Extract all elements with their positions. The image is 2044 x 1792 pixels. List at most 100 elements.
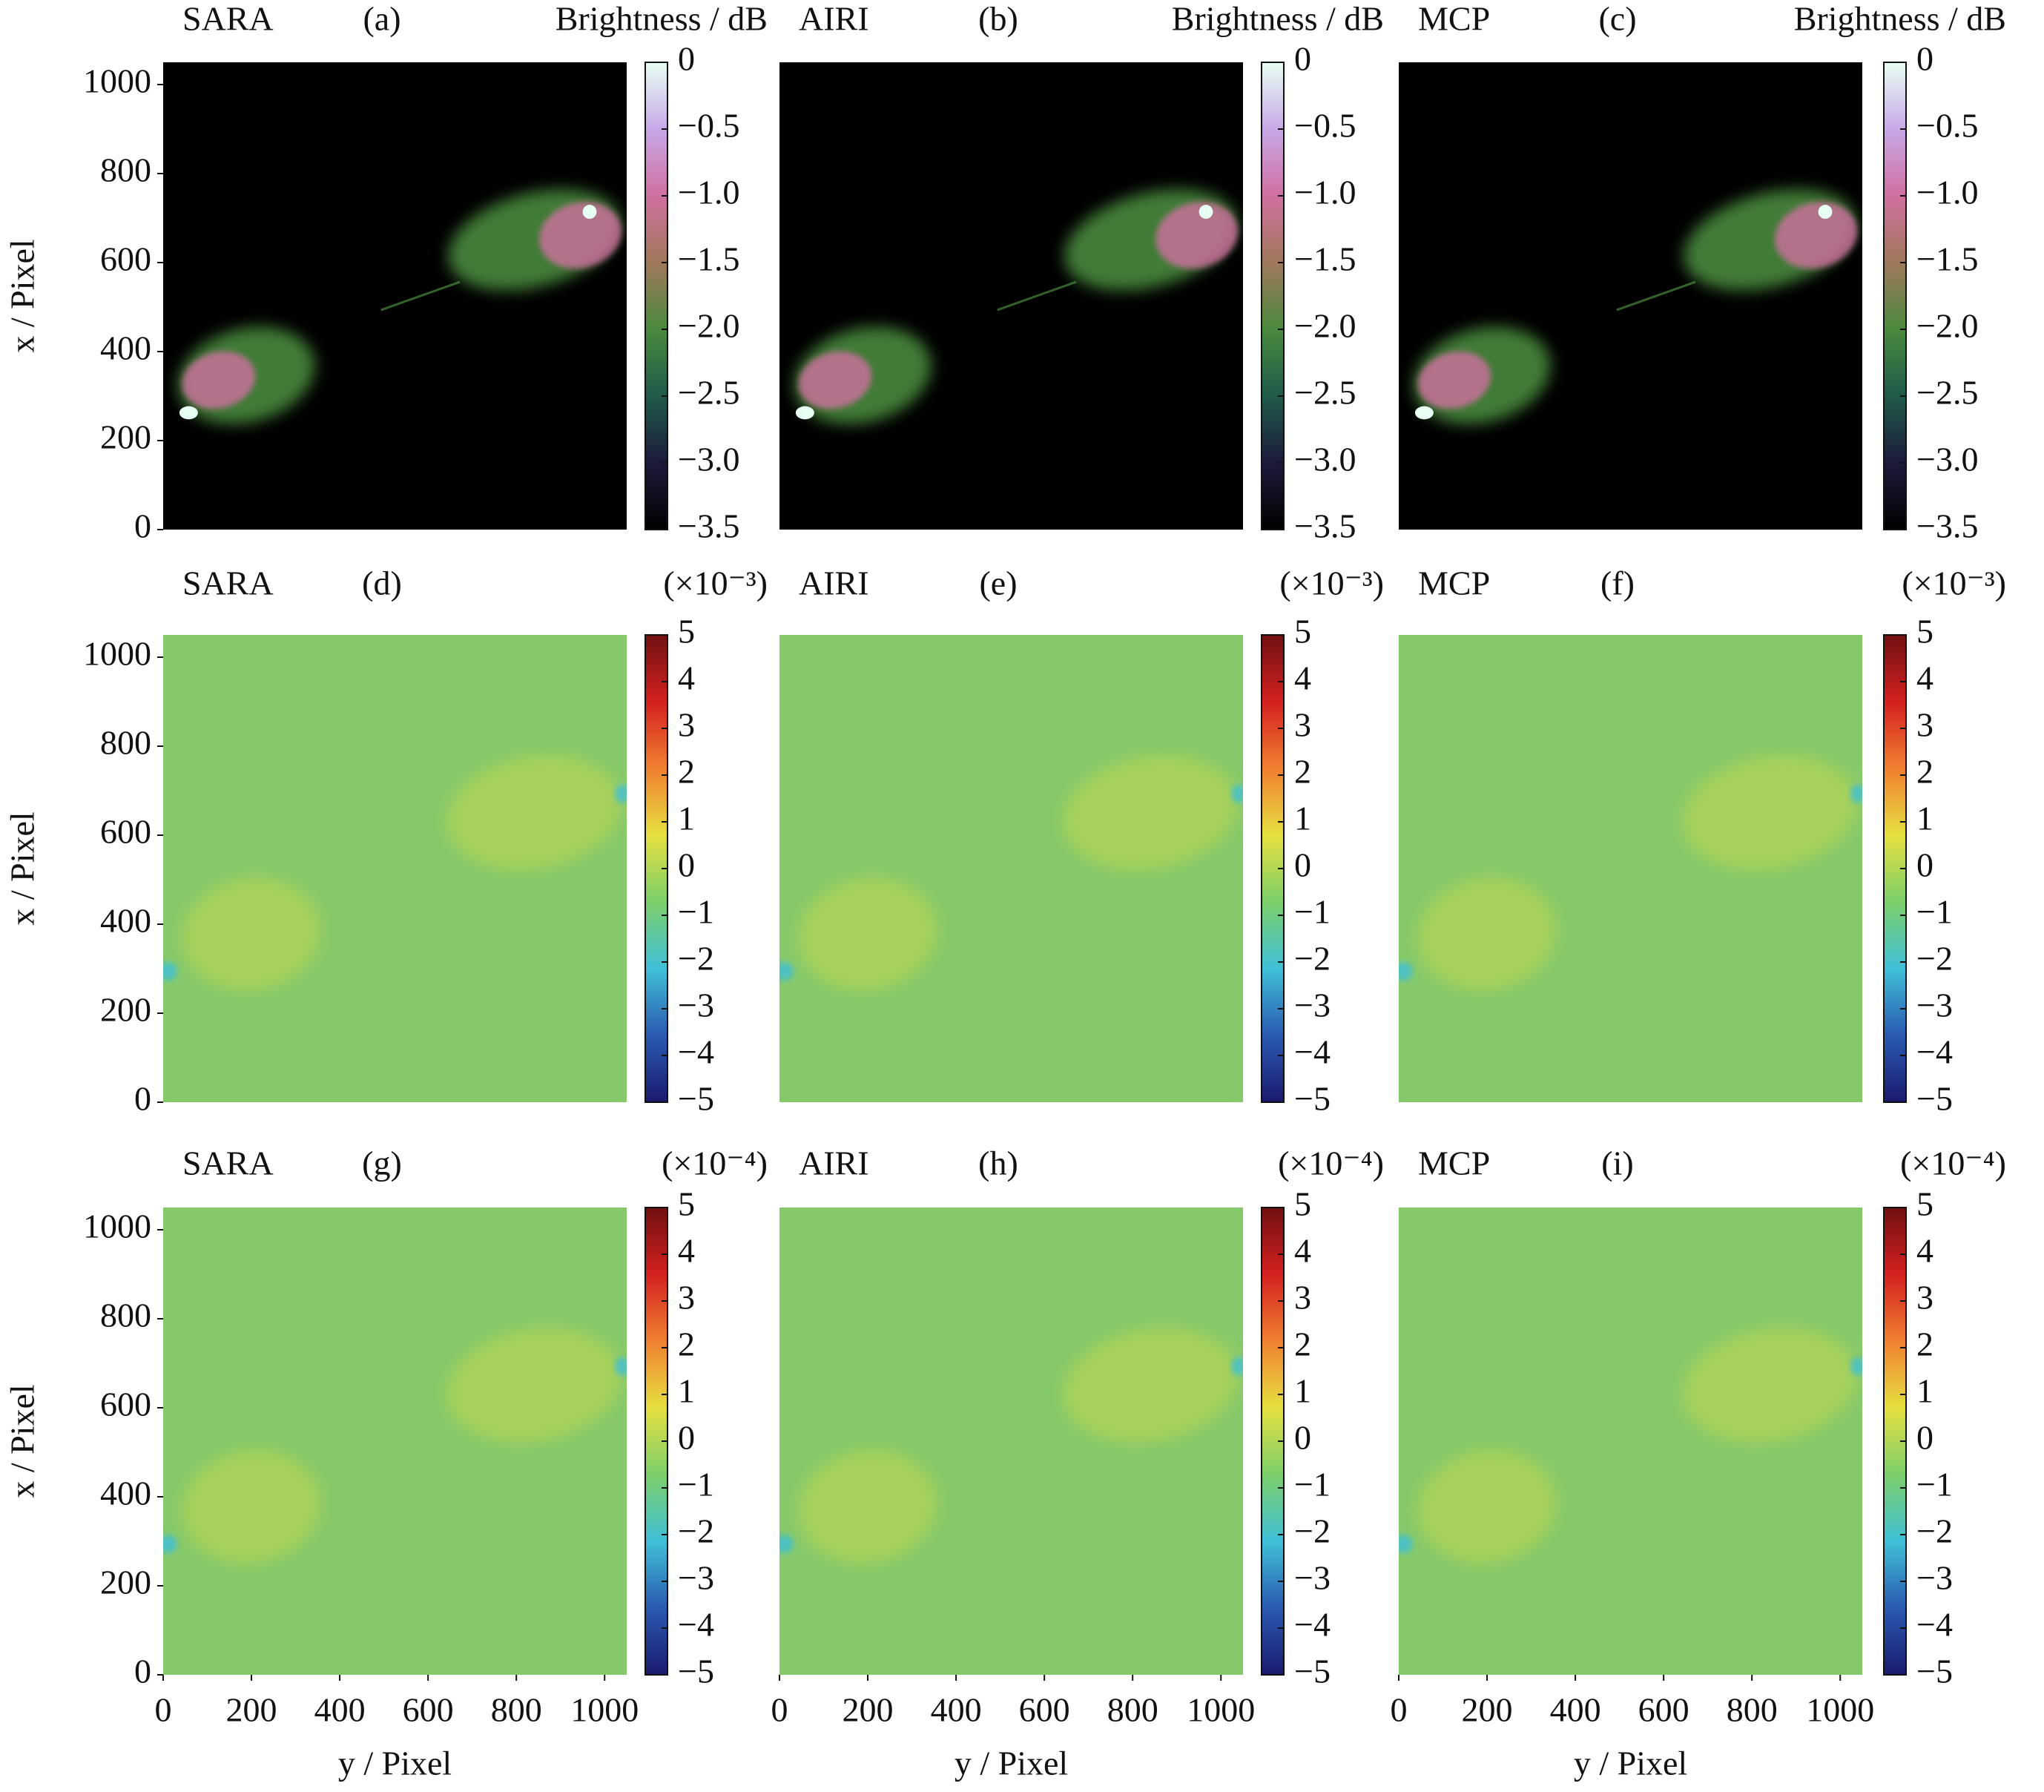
panel: MCP (i) (×10⁻⁴)5 4 3 2 1 0 −1 −2 −3 −4 −5 0 200 400 600 8… [1391,1144,2007,1782]
colorbar-title: (×10⁻³) [1279,564,1384,602]
y-tick-label: 600 [100,240,151,278]
colorbar-tick-label: −2 [1916,1512,1953,1550]
method-name: MCP [1418,0,1490,38]
image-content [1399,1328,1862,1564]
colorbar-tick-label: 2 [678,1325,695,1363]
colorbar-tick-label: −3.0 [678,441,739,478]
colorbar-tick-label: −2.5 [1294,374,1356,412]
method-name: MCP [1418,1144,1490,1182]
x-tick-label: 200 [843,1691,894,1729]
method-name: SARA [182,564,274,602]
y-tick-label: 800 [100,1297,151,1334]
y-tick-label: 800 [100,151,151,189]
y-axis-label: x / Pixel [4,811,42,925]
colorbar-tick-label: 0 [1916,1419,1933,1457]
y-axis-label: x / Pixel [4,1384,42,1498]
x-tick-label: 400 [931,1691,982,1729]
y-tick-label: 200 [100,418,151,456]
x-axis-label: y / Pixel [1574,1745,1687,1782]
image-frame [163,635,627,1102]
colorbar-tick-label: −3 [1294,986,1331,1024]
panel: AIRI (b) Brightness / dB0 −0.5 −1.0 −1.5 −2.0 −… [779,0,1384,545]
image-frame [1399,1208,1862,1675]
colorbar-tick-label: 4 [1916,659,1933,697]
x-tick-label: 800 [1107,1691,1158,1729]
x-tick-label: 600 [1019,1691,1070,1729]
colorbar-tick-label: −3 [1916,986,1953,1024]
colorbar-tick-label: −2 [1916,940,1953,978]
image-content [1399,755,1862,991]
colorbar-tick-label: −2.5 [678,374,739,412]
colorbar-tick-label: −4 [1294,1033,1331,1071]
panel: MCP (c) Brightness / dB0 −0.5 −1.0 −1.5 −2.0 −2… [1399,0,2006,545]
panel: SARA (g) (×10⁻⁴)5 4 3 2 1 0 −1 −2 −3 −4 −5 0 200 400 600… [4,1144,768,1782]
colorbar-tick-label: −5 [1294,1653,1331,1690]
y-tick-label: 0 [134,1653,151,1690]
image-content [178,189,622,424]
x-tick-label: 200 [1462,1691,1513,1729]
colorbar-tick-label: −1.5 [678,240,739,278]
colorbar-tick-label: 2 [1916,1325,1933,1363]
colorbar-tick-label: 1 [1294,800,1311,837]
x-tick-label: 200 [226,1691,277,1729]
colorbar-tick-label: −3 [678,1559,714,1597]
colorbar-title: (×10⁻³) [1902,564,2006,602]
colorbar-tick-label: −2.5 [1916,374,1978,412]
colorbar-tick-label: 2 [1294,753,1311,791]
image-frame [779,1208,1243,1675]
colorbar-tick-label: 3 [1916,1279,1933,1317]
colorbar [1261,62,1285,530]
method-name: AIRI [799,0,869,38]
colorbar-tick-label: −3.0 [1916,441,1978,478]
colorbar-tick-label: 1 [1916,1372,1933,1410]
colorbar-title: Brightness / dB [1172,0,1384,38]
colorbar-tick-label: −1.5 [1294,240,1356,278]
colorbar-tick-label: −5 [678,1080,714,1118]
y-tick-label: 600 [100,813,151,851]
colorbar-tick-label: 4 [1916,1232,1933,1270]
colorbar-tick-label: 1 [1916,800,1933,837]
colorbar-tick-label: 1 [678,800,695,837]
colorbar-tick-label: −4 [1916,1033,1953,1071]
method-name: SARA [182,1144,274,1182]
colorbar-tick-label: 2 [1294,1325,1311,1363]
colorbar-title: (×10⁻⁴) [662,1144,768,1182]
colorbar-tick-label: 2 [678,753,695,791]
colorbar [1883,62,1907,530]
colorbar-tick-label: −4 [1294,1606,1331,1644]
x-axis-label: y / Pixel [955,1745,1068,1782]
x-tick-label: 600 [403,1691,454,1729]
colorbar-tick-label: −5 [678,1653,714,1690]
x-tick-label: 0 [1391,1691,1408,1729]
image-frame [779,635,1243,1102]
colorbar-tick-label: 3 [1294,706,1311,744]
method-name: SARA [182,0,274,38]
image-content [779,1328,1243,1564]
colorbar-tick-label: 0 [1294,40,1311,78]
panel-label: (f) [1600,564,1635,602]
y-tick-label: 1000 [83,62,151,100]
panel-label: (d) [362,564,402,602]
y-tick-label: 0 [134,507,151,545]
colorbar-tick-label: −4 [1916,1606,1953,1644]
colorbar-tick-label: 5 [1294,1185,1311,1223]
panel: AIRI (e) (×10⁻³) 5 4 3 2 1 0 −1 −2 −3 −4 −5 [779,564,1384,1118]
colorbar-tick-label: 5 [1294,613,1311,650]
y-tick-label: 1000 [83,635,151,673]
y-tick-label: 1000 [83,1208,151,1245]
y-axis-label: x / Pixel [4,239,42,352]
panel-label: (h) [978,1144,1018,1182]
colorbar-tick-label: 4 [678,1232,695,1270]
colorbar-tick-label: 0 [1294,846,1311,884]
y-tick-label: 400 [100,902,151,940]
image-frame [163,62,627,530]
panel: AIRI (h) (×10⁻⁴)5 4 3 2 1 0 −1 −2 −3 −4 −5 0 200 400 600… [771,1144,1385,1782]
x-tick-label: 600 [1638,1691,1689,1729]
colorbar-tick-label: −3 [1294,1559,1331,1597]
colorbar-tick-label: 4 [678,659,695,697]
colorbar-tick-label: −0.5 [1916,107,1978,145]
colorbar-tick-label: −1 [1916,1466,1953,1503]
x-tick-label: 1000 [570,1691,639,1729]
colorbar-tick-label: −3 [1916,1559,1953,1597]
